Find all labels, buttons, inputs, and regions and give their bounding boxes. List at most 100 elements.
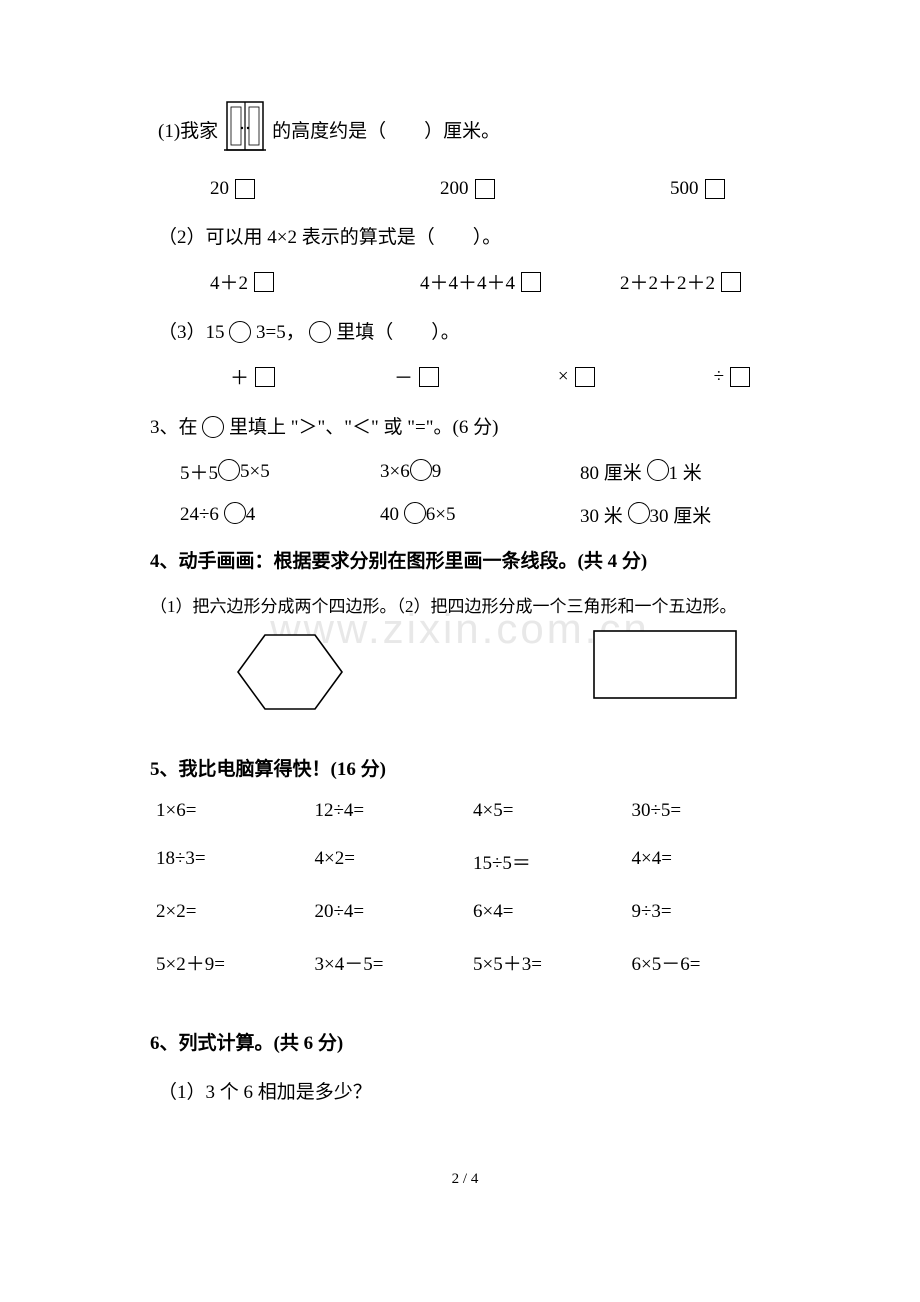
cmp-4: 24÷6 4 (180, 501, 380, 528)
calc-item: 12÷4= (315, 800, 464, 822)
q2-prompt: （2）可以用 4×2 表示的算式是（ ）。 (150, 220, 780, 256)
q1-opt-3: 500 (670, 178, 725, 200)
cmp-left: 3×6 (380, 461, 410, 483)
q3-opt-3-label: × (558, 366, 569, 388)
cmp-3: 80 厘米 1 米 (580, 458, 702, 485)
circle-blank-icon (309, 321, 331, 343)
checkbox-icon[interactable] (721, 272, 741, 292)
q3-text-before: （3）15 (158, 322, 225, 343)
sec3-row-2: 24÷6 4 40 6×5 30 米 30 厘米 (150, 501, 780, 528)
q3-opt-1-label: ＋ (230, 363, 249, 390)
sec4-shapes (150, 627, 780, 722)
cmp-left: 5＋5 (180, 458, 218, 485)
calc-item: 2×2= (156, 901, 305, 923)
checkbox-icon[interactable] (705, 179, 725, 199)
circle-blank-icon (202, 416, 224, 438)
calc-item: 18÷3= (156, 848, 305, 875)
checkbox-icon[interactable] (235, 179, 255, 199)
circle-blank-icon[interactable] (647, 459, 669, 481)
sec3-row-1: 5＋5 5×5 3×6 9 80 厘米 1 米 (150, 458, 780, 485)
calc-item: 3×4－5= (315, 949, 464, 976)
q3-opt-1: ＋ (230, 363, 275, 390)
q3-text-mid: 3=5， (256, 322, 305, 343)
sec6-title: 6、列式计算。(共 6 分) (150, 1026, 780, 1062)
sec5-title: 5、我比电脑算得快！(16 分) (150, 752, 780, 788)
calc-item: 4×4= (632, 848, 781, 875)
circle-blank-icon[interactable] (404, 502, 426, 524)
q3-options: ＋ － × ÷ (150, 363, 750, 390)
calc-item: 15÷5＝ (473, 848, 622, 875)
checkbox-icon[interactable] (419, 367, 439, 387)
cmp-left: 80 厘米 (580, 458, 642, 485)
cmp-5: 40 6×5 (380, 501, 580, 528)
sec5-grid: 1×6= 12÷4= 4×5= 30÷5= 18÷3= 4×2= 15÷5＝ 4… (150, 800, 780, 976)
cmp-right: 30 厘米 (650, 501, 712, 528)
calc-item: 6×5－6= (632, 949, 781, 976)
cmp-2: 3×6 9 (380, 458, 580, 485)
cmp-right: 9 (432, 461, 442, 483)
q1-text-after: 的高度约是（ ）厘米。 (272, 116, 500, 143)
q2-options: 4＋2 4＋4＋4＋4 2＋2＋2＋2 (150, 268, 780, 295)
cmp-left: 30 米 (580, 501, 623, 528)
door-icon (224, 100, 266, 158)
checkbox-icon[interactable] (255, 367, 275, 387)
q1-opt-1: 20 (210, 178, 440, 200)
rectangle-shape[interactable] (590, 627, 740, 722)
calc-item: 4×5= (473, 800, 622, 822)
q1-opt-3-label: 500 (670, 178, 699, 200)
q2-opt-2-label: 4＋4＋4＋4 (420, 268, 515, 295)
checkbox-icon[interactable] (254, 272, 274, 292)
page-footer: 2 / 4 (150, 1171, 780, 1188)
q2-opt-3: 2＋2＋2＋2 (620, 268, 741, 295)
q1-prompt: (1)我家 的高度约是（ ）厘米。 (150, 100, 780, 158)
q2-opt-3-label: 2＋2＋2＋2 (620, 268, 715, 295)
cmp-6: 30 米 30 厘米 (580, 501, 711, 528)
checkbox-icon[interactable] (575, 367, 595, 387)
circle-blank-icon[interactable] (229, 321, 251, 343)
q3-opt-2-label: － (394, 363, 413, 390)
q3-text-after: 里填（ ）。 (336, 322, 460, 343)
cmp-right: 4 (246, 504, 256, 526)
calc-item: 6×4= (473, 901, 622, 923)
circle-blank-icon[interactable] (224, 502, 246, 524)
q3-prompt: （3）15 3=5， 里填（ ）。 (150, 315, 780, 351)
calc-item: 5×2＋9= (156, 949, 305, 976)
cmp-left: 40 (380, 504, 399, 526)
sec4-sub: （1）把六边形分成两个四边形。（2）把四边形分成一个三角形和一个五边形。 (150, 592, 780, 617)
q1-text-before: (1)我家 (158, 116, 218, 143)
hexagon-shape[interactable] (230, 627, 510, 722)
calc-item: 9÷3= (632, 901, 781, 923)
q1-options: 20 200 500 (150, 178, 780, 200)
calc-item: 20÷4= (315, 901, 464, 923)
q1-opt-1-label: 20 (210, 178, 229, 200)
calc-item: 30÷5= (632, 800, 781, 822)
circle-blank-icon[interactable] (410, 459, 432, 481)
checkbox-icon[interactable] (521, 272, 541, 292)
q2-opt-1-label: 4＋2 (210, 268, 248, 295)
q3-opt-4-label: ÷ (714, 366, 724, 388)
q3-opt-4: ÷ (714, 363, 750, 390)
q2-opt-2: 4＋4＋4＋4 (420, 268, 620, 295)
cmp-right: 1 米 (669, 458, 702, 485)
q2-opt-1: 4＋2 (210, 268, 420, 295)
sec3-title-after: 里填上 "＞"、"＜" 或 "="。(6 分) (229, 417, 498, 438)
cmp-1: 5＋5 5×5 (180, 458, 380, 485)
q3-opt-2: － (394, 363, 439, 390)
calc-item: 4×2= (315, 848, 464, 875)
circle-blank-icon[interactable] (218, 459, 240, 481)
sec3-title: 3、在 里填上 "＞"、"＜" 或 "="。(6 分) (150, 410, 780, 446)
checkbox-icon[interactable] (730, 367, 750, 387)
sec3-title-before: 3、在 (150, 417, 198, 438)
q3-opt-3: × (558, 363, 595, 390)
cmp-right: 5×5 (240, 461, 270, 483)
checkbox-icon[interactable] (475, 179, 495, 199)
q1-opt-2: 200 (440, 178, 670, 200)
cmp-right: 6×5 (426, 504, 456, 526)
sec6-sub1: （1）3 个 6 相加是多少？ (150, 1075, 780, 1111)
sec4-title: 4、动手画画：根据要求分别在图形里画一条线段。(共 4 分) (150, 544, 780, 580)
cmp-left: 24÷6 (180, 504, 219, 526)
q1-opt-2-label: 200 (440, 178, 469, 200)
circle-blank-icon[interactable] (628, 502, 650, 524)
calc-item: 1×6= (156, 800, 305, 822)
calc-item: 5×5＋3= (473, 949, 622, 976)
